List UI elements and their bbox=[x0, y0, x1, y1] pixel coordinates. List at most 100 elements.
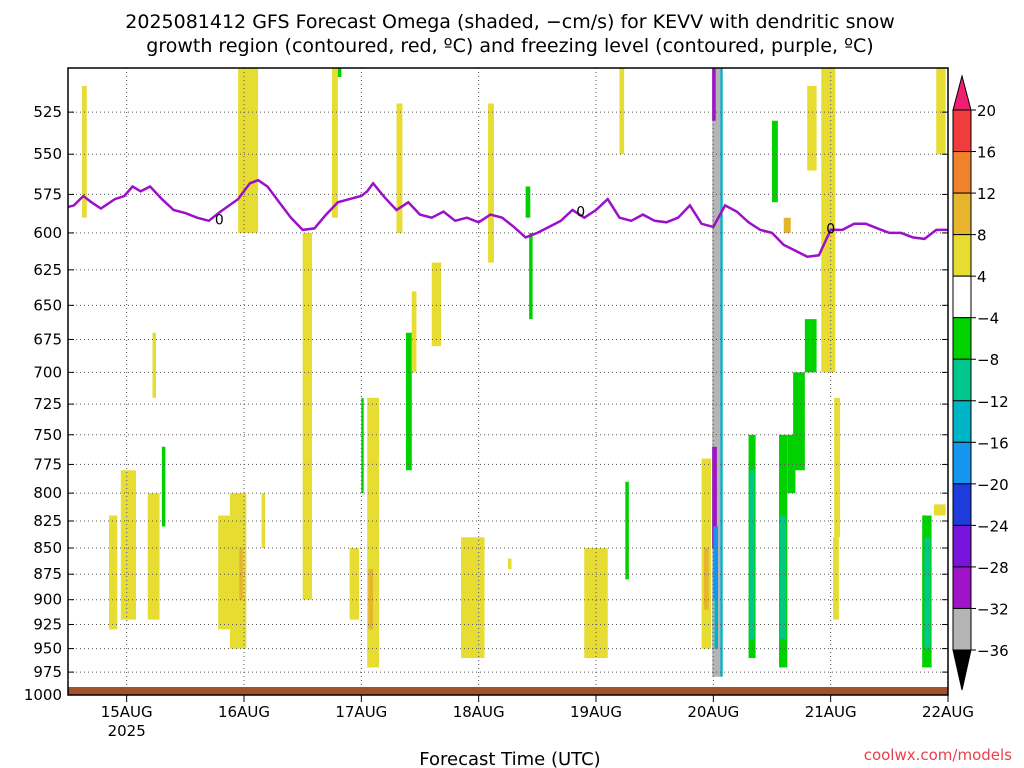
omega-cell-55 bbox=[933, 504, 946, 516]
colorbar-band-11 bbox=[952, 566, 972, 609]
colorbar-top-arrow bbox=[952, 74, 972, 111]
y-tick-label-600: 600 bbox=[33, 224, 62, 242]
y-tick-label-875: 875 bbox=[33, 565, 62, 583]
omega-cell-5 bbox=[161, 446, 166, 527]
y-tick-label-725: 725 bbox=[33, 395, 62, 413]
freezing-level-label-2: 0 bbox=[826, 221, 835, 237]
y-tick-label-550: 550 bbox=[33, 145, 62, 163]
omega-cell-21 bbox=[431, 262, 442, 347]
omega-cell-14 bbox=[349, 547, 359, 620]
freezing-level-contour: 0 0 0 bbox=[67, 178, 948, 258]
omega-cell-3 bbox=[147, 493, 160, 620]
omega-cell-47 bbox=[783, 217, 791, 233]
omega-cell-35 bbox=[712, 446, 717, 548]
omega-cell-13 bbox=[337, 68, 342, 78]
y-tick-label-625: 625 bbox=[33, 261, 62, 279]
omega-cell-41 bbox=[772, 120, 778, 203]
omega-cell-38 bbox=[720, 68, 723, 677]
colorbar-label-13: −36 bbox=[977, 642, 1009, 660]
ground-surface bbox=[68, 687, 948, 695]
omega-cell-31 bbox=[703, 547, 709, 610]
omega-cell-19 bbox=[405, 332, 412, 471]
gridlines bbox=[68, 68, 948, 695]
omega-cell-40 bbox=[749, 470, 755, 640]
x-tick-label-16AUG: 16AUG bbox=[218, 703, 270, 721]
freezing-level-line bbox=[67, 178, 948, 258]
y-tick-label-675: 675 bbox=[33, 330, 62, 348]
omega-cell-45 bbox=[793, 372, 805, 471]
colorbar-band-3 bbox=[952, 234, 972, 277]
colorbar: 20 16 12 8 4 −4 −8 −12 −16 −20 −24 −28 −32 −36 bbox=[952, 74, 1009, 691]
x-tick-label-15AUG: 15AUG bbox=[101, 703, 153, 721]
y-tick-label-825: 825 bbox=[33, 512, 62, 530]
omega-cell-4 bbox=[152, 332, 156, 398]
omega-cell-12 bbox=[332, 68, 338, 218]
omega-cell-1 bbox=[109, 515, 118, 630]
omega-shading bbox=[82, 68, 946, 677]
y-tick-label-650: 650 bbox=[33, 296, 62, 314]
omega-cell-20 bbox=[411, 291, 417, 373]
y-tick-label-700: 700 bbox=[33, 363, 62, 381]
omega-cell-16 bbox=[367, 397, 379, 668]
colorbar-band-7 bbox=[952, 400, 972, 443]
colorbar-label-7: −12 bbox=[977, 393, 1009, 411]
colorbar-band-1 bbox=[952, 151, 972, 194]
freezing-level-label-1: 0 bbox=[576, 205, 585, 221]
y-tick-label-975: 975 bbox=[33, 663, 62, 681]
omega-cell-25 bbox=[525, 186, 531, 218]
omega-cell-29 bbox=[619, 68, 625, 155]
x-tick-label-18AUG: 18AUG bbox=[453, 703, 505, 721]
colorbar-label-9: −20 bbox=[977, 476, 1009, 494]
y-tick-label-850: 850 bbox=[33, 539, 62, 557]
omega-cell-17 bbox=[368, 569, 374, 630]
omega-cell-7 bbox=[229, 493, 247, 649]
omega-cell-43 bbox=[780, 515, 787, 640]
colorbar-band-5 bbox=[952, 317, 972, 360]
plot-frame bbox=[67, 67, 949, 696]
omega-cell-50 bbox=[834, 397, 841, 538]
colorbar-label-2: 12 bbox=[977, 185, 996, 203]
omega-cell-44 bbox=[787, 434, 796, 494]
colorbar-label-11: −28 bbox=[977, 559, 1009, 577]
colorbar-label-4: 4 bbox=[977, 268, 987, 286]
colorbar-label-8: −16 bbox=[977, 434, 1009, 452]
x-tick-label-21AUG: 21AUG bbox=[805, 703, 857, 721]
omega-cell-54 bbox=[936, 68, 946, 155]
omega-cell-0 bbox=[82, 85, 87, 218]
omega-cell-18 bbox=[396, 103, 403, 233]
y-tick-label-950: 950 bbox=[33, 640, 62, 658]
omega-cell-53 bbox=[924, 537, 931, 649]
x-tick-label-20AUG: 20AUG bbox=[687, 703, 739, 721]
omega-cell-11 bbox=[302, 232, 313, 600]
credit-text: coolwx.com/models bbox=[864, 746, 1012, 764]
colorbar-band-10 bbox=[952, 524, 972, 568]
y-axis: 525 550 575 600 625 650 675 700 725 750 775 800 825 8… bbox=[24, 103, 948, 704]
colorbar-label-6: −8 bbox=[977, 351, 999, 369]
x-tick-label-19AUG: 19AUG bbox=[570, 703, 622, 721]
colorbar-label-0: 20 bbox=[977, 102, 996, 120]
colorbar-label-1: 16 bbox=[977, 144, 996, 162]
omega-cell-9 bbox=[238, 68, 259, 233]
omega-cell-22 bbox=[461, 537, 485, 659]
colorbar-band-12 bbox=[952, 607, 972, 651]
y-tick-label-925: 925 bbox=[33, 615, 62, 633]
x-axis-label: Forecast Time (UTC) bbox=[419, 749, 600, 768]
omega-cell-48 bbox=[807, 85, 817, 171]
omega-cell-34 bbox=[712, 68, 716, 121]
omega-cell-10 bbox=[261, 493, 266, 548]
y-tick-label-525: 525 bbox=[33, 103, 62, 121]
y-tick-label-1000: 1000 bbox=[24, 686, 62, 704]
colorbar-label-3: 8 bbox=[977, 227, 987, 245]
chart-title-line-2: growth region (contoured, red, ºC) and f… bbox=[146, 35, 873, 57]
omega-cell-8 bbox=[239, 547, 243, 600]
colorbar-band-6 bbox=[952, 358, 972, 402]
colorbar-bottom-arrow bbox=[952, 649, 972, 691]
y-tick-label-800: 800 bbox=[33, 484, 62, 502]
omega-cell-27 bbox=[584, 547, 608, 659]
x-tick-label-17AUG: 17AUG bbox=[335, 703, 387, 721]
omega-cell-46 bbox=[804, 319, 817, 373]
y-tick-label-775: 775 bbox=[33, 455, 62, 473]
y-tick-label-900: 900 bbox=[33, 591, 62, 609]
